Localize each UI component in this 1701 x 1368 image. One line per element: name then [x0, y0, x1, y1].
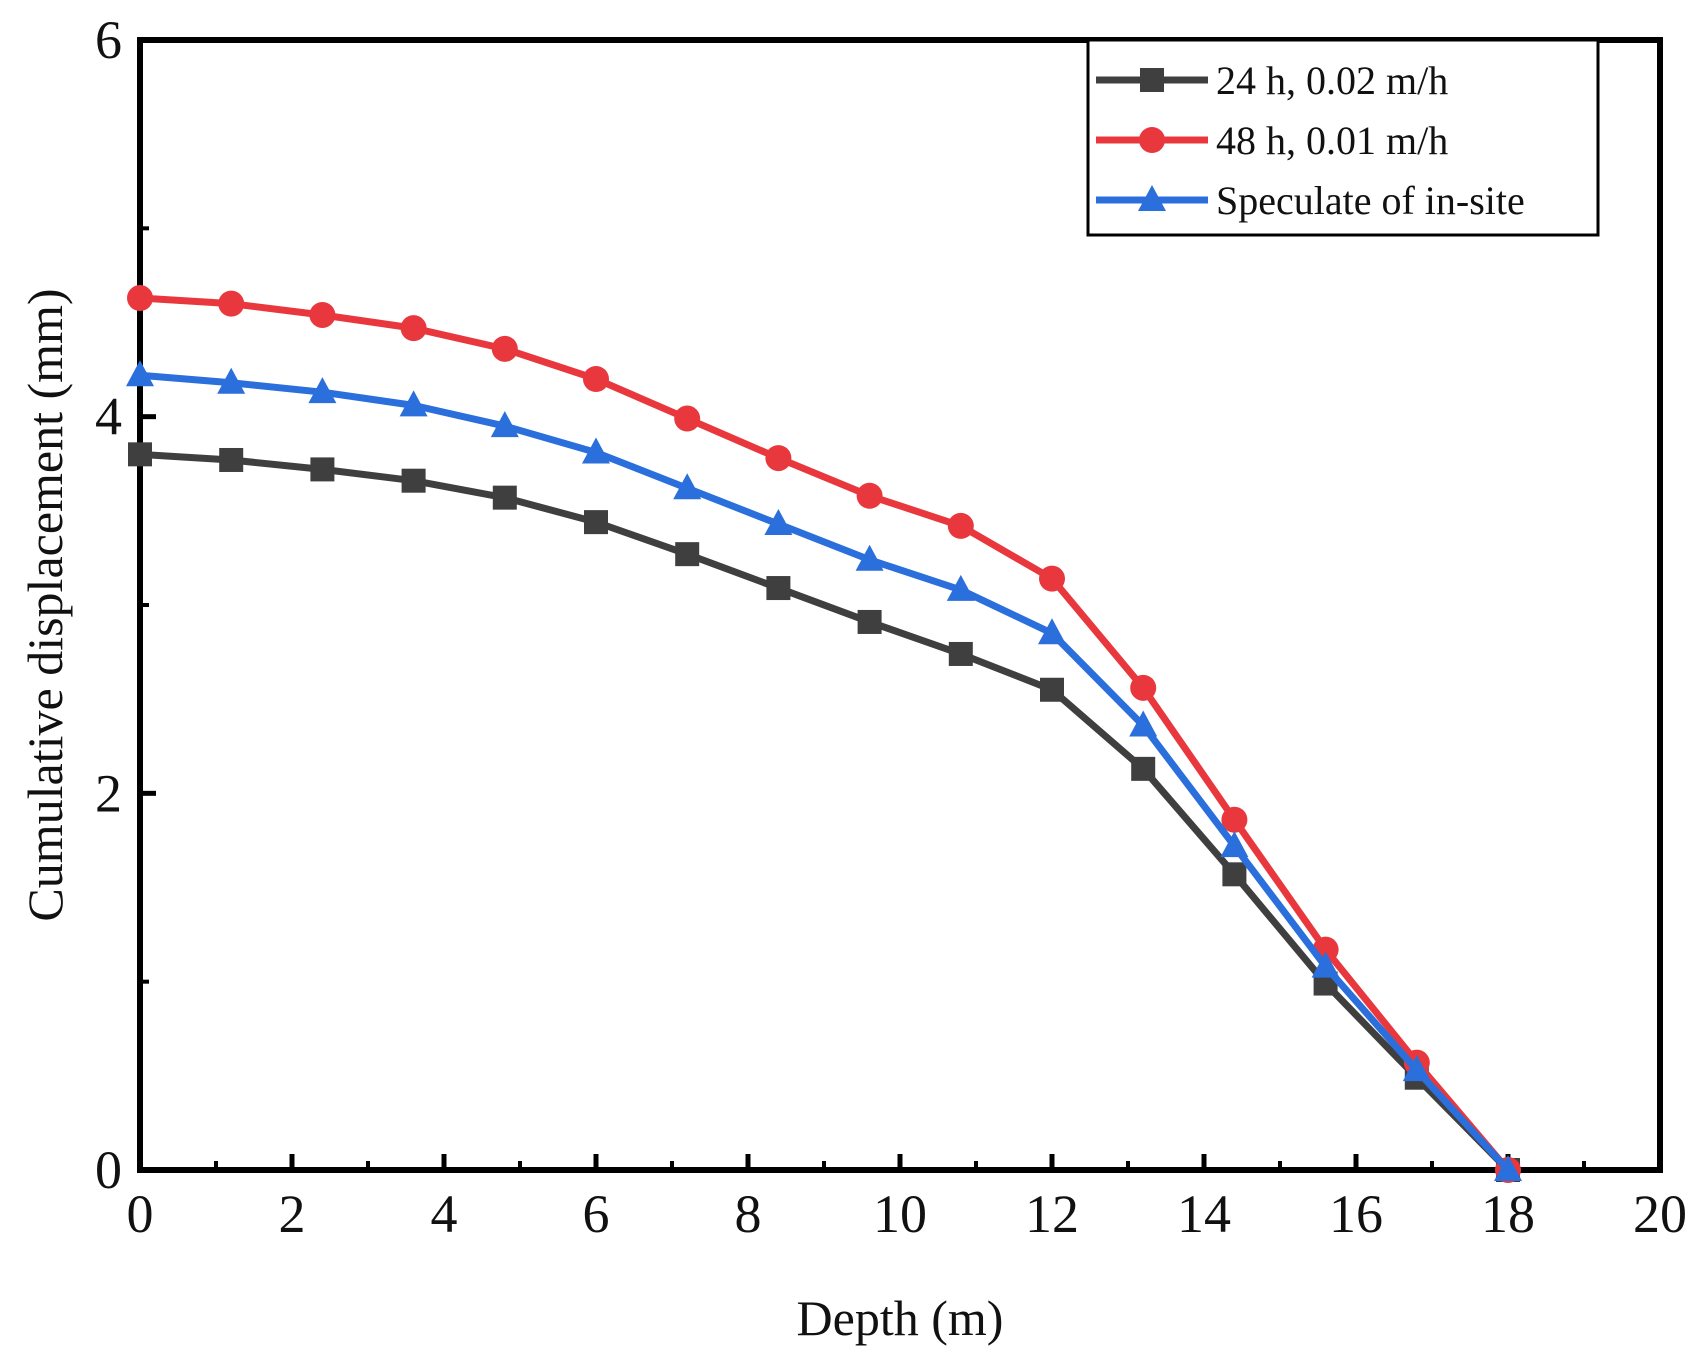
y-tick-label: 2: [95, 763, 122, 823]
data-point: [857, 609, 882, 634]
x-tick-label: 2: [279, 1184, 306, 1244]
x-tick-label: 12: [1025, 1184, 1079, 1244]
data-point: [765, 445, 792, 472]
data-point: [217, 367, 246, 394]
data-point: [674, 405, 701, 432]
x-tick-label: 14: [1177, 1184, 1231, 1244]
data-point: [855, 544, 884, 571]
data-point: [1311, 951, 1340, 978]
data-point: [1038, 618, 1066, 645]
x-tick-label: 4: [431, 1184, 458, 1244]
legend-item: 24 h, 0.02 m/h: [1096, 58, 1448, 103]
data-point: [948, 641, 973, 666]
y-tick-label: 0: [95, 1140, 122, 1200]
series-2: [127, 285, 1521, 1183]
legend-label: Speculate of in-site: [1216, 178, 1525, 223]
series-layer: [126, 285, 1522, 1183]
data-point: [766, 576, 791, 601]
data-point: [1402, 1055, 1431, 1082]
data-point: [128, 442, 152, 467]
data-point: [673, 473, 702, 500]
data-point: [218, 290, 245, 317]
data-point: [1039, 565, 1065, 592]
axes: 0 2 4 6 8 10 12 14 16 18 20 0 2 4 6: [95, 10, 1687, 1244]
data-point: [675, 542, 700, 567]
data-point: [400, 315, 427, 342]
x-tick-label: 18: [1481, 1184, 1535, 1244]
series-line: [139, 371, 1511, 1173]
data-point: [308, 377, 337, 404]
data-point: [399, 390, 428, 417]
data-point: [401, 468, 426, 493]
x-axis-label: Depth (m): [797, 1290, 1004, 1346]
x-tick-label: 6: [583, 1184, 610, 1244]
series-3: [126, 360, 1522, 1181]
series-1: [128, 442, 1520, 1182]
legend-marker: [1139, 127, 1165, 153]
data-point: [1494, 1155, 1522, 1181]
legend-marker: [1138, 185, 1166, 211]
y-axis-label: Cumulative displacement (mm): [17, 288, 73, 921]
legend-marker: [1140, 68, 1164, 92]
x-tick-label: 0: [127, 1184, 154, 1244]
data-point: [856, 482, 883, 509]
legend-label: 24 h, 0.02 m/h: [1216, 58, 1448, 103]
x-tick-label: 20: [1633, 1184, 1687, 1244]
series-line: [139, 450, 1511, 1173]
data-point: [490, 411, 519, 438]
x-tick-label: 10: [873, 1184, 927, 1244]
legend-item: Speculate of in-site: [1096, 178, 1525, 223]
data-point: [492, 485, 517, 510]
series-line: [139, 294, 1511, 1173]
legend-item: 48 h, 0.01 m/h: [1096, 118, 1448, 163]
data-point: [1220, 831, 1249, 858]
data-point: [491, 335, 518, 362]
data-point: [583, 366, 609, 392]
data-point: [947, 512, 974, 539]
x-tick-label: 8: [735, 1184, 762, 1244]
legend: 24 h, 0.02 m/h 48 h, 0.01 m/h Speculate of…: [1086, 38, 1600, 237]
data-point: [1131, 756, 1156, 781]
data-point: [582, 437, 610, 464]
y-tick-label: 4: [95, 387, 122, 447]
data-point: [946, 574, 975, 601]
data-point: [126, 360, 154, 387]
legend-label: 48 h, 0.01 m/h: [1216, 118, 1448, 163]
x-tick-label: 16: [1329, 1184, 1383, 1244]
data-point: [309, 301, 336, 328]
data-point: [1221, 806, 1248, 833]
y-tick-label: 6: [95, 10, 122, 70]
data-point: [219, 447, 244, 472]
data-point: [764, 509, 793, 536]
data-point: [1222, 862, 1247, 887]
data-point: [1129, 710, 1158, 737]
data-point: [584, 510, 608, 535]
data-point: [1130, 674, 1157, 701]
data-point: [310, 457, 335, 482]
data-point: [127, 285, 153, 312]
data-point: [1040, 677, 1064, 702]
